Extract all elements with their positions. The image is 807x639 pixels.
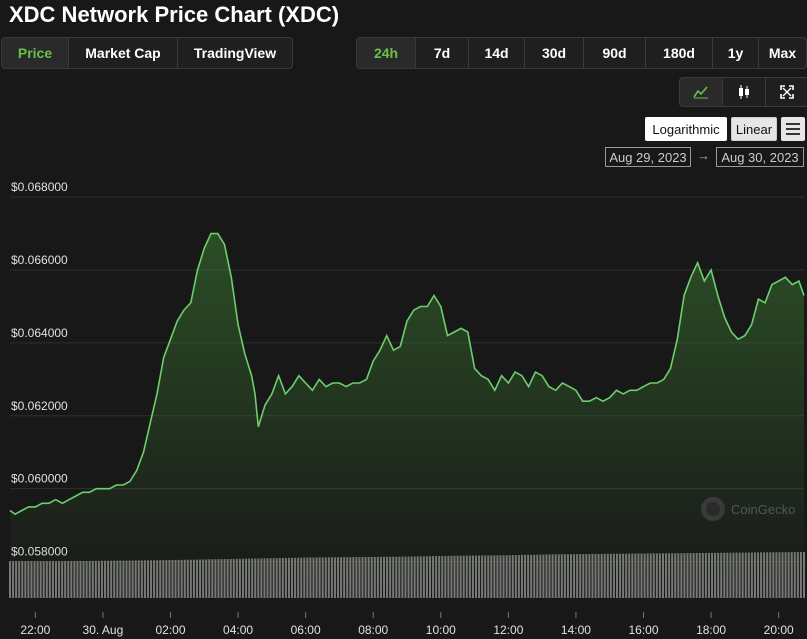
tab-tradingview[interactable]: TradingView	[193, 45, 277, 61]
candlestick-icon	[739, 85, 749, 99]
range-30d[interactable]: 30d	[525, 38, 584, 68]
y-tick-label: $0.064000	[11, 326, 68, 340]
price-line	[9, 232, 805, 516]
range-14d[interactable]: 14d	[469, 38, 525, 68]
x-tick-label: 20:00	[764, 623, 794, 637]
y-tick-label: $0.066000	[11, 253, 68, 267]
date-arrow-icon: →	[697, 148, 710, 163]
range-max[interactable]: Max	[768, 45, 797, 61]
chart-menu-button[interactable]	[781, 117, 805, 141]
x-tick-label: 10:00	[426, 623, 456, 637]
coingecko-watermark: CoinGecko	[701, 497, 795, 521]
hamburger-icon	[786, 123, 800, 125]
x-tick-label: 04:00	[223, 623, 253, 637]
range-180d[interactable]: 180d	[646, 38, 713, 68]
range-24h[interactable]: 24h	[357, 38, 416, 68]
metric-tabs: Price Market Cap TradingView	[1, 37, 293, 69]
candlestick-button[interactable]	[723, 78, 766, 106]
x-tick-label: 18:00	[696, 623, 726, 637]
y-tick-label: $0.060000	[11, 472, 68, 486]
x-tick-label: 16:00	[628, 623, 658, 637]
y-tick-label: $0.068000	[11, 180, 68, 194]
x-tick-label: 08:00	[358, 623, 388, 637]
page-title: XDC Network Price Chart (XDC)	[9, 2, 340, 27]
x-tick-label: 14:00	[561, 623, 591, 637]
linear-button[interactable]: Linear	[731, 117, 777, 141]
line-chart-button[interactable]	[680, 78, 723, 106]
x-tick-label: 02:00	[155, 623, 185, 637]
logarithmic-button[interactable]: Logarithmic	[645, 117, 727, 141]
tab-market-cap[interactable]: Market Cap	[69, 38, 178, 68]
watermark-text: CoinGecko	[731, 502, 795, 517]
range-1y[interactable]: 1y	[713, 38, 759, 68]
fullscreen-button[interactable]	[766, 78, 807, 106]
date-from-input[interactable]: Aug 29, 2023	[605, 147, 691, 167]
range-7d[interactable]: 7d	[416, 38, 469, 68]
x-tick-label: 22:00	[20, 623, 50, 637]
line-chart-icon	[693, 86, 708, 99]
tab-price[interactable]: Price	[2, 38, 69, 68]
x-tick-label: 30. Aug	[83, 623, 124, 637]
range-90d[interactable]: 90d	[584, 38, 646, 68]
date-to-input[interactable]: Aug 30, 2023	[716, 147, 804, 167]
x-tick-label: 12:00	[493, 623, 523, 637]
x-tick-label: 06:00	[291, 623, 321, 637]
price-area	[10, 233, 804, 580]
fullscreen-icon	[780, 85, 794, 99]
y-tick-label: $0.062000	[11, 399, 68, 413]
chart-view-toggle	[679, 77, 807, 107]
range-tabs: 24h 7d 14d 30d 90d 180d 1y Max	[356, 37, 807, 69]
